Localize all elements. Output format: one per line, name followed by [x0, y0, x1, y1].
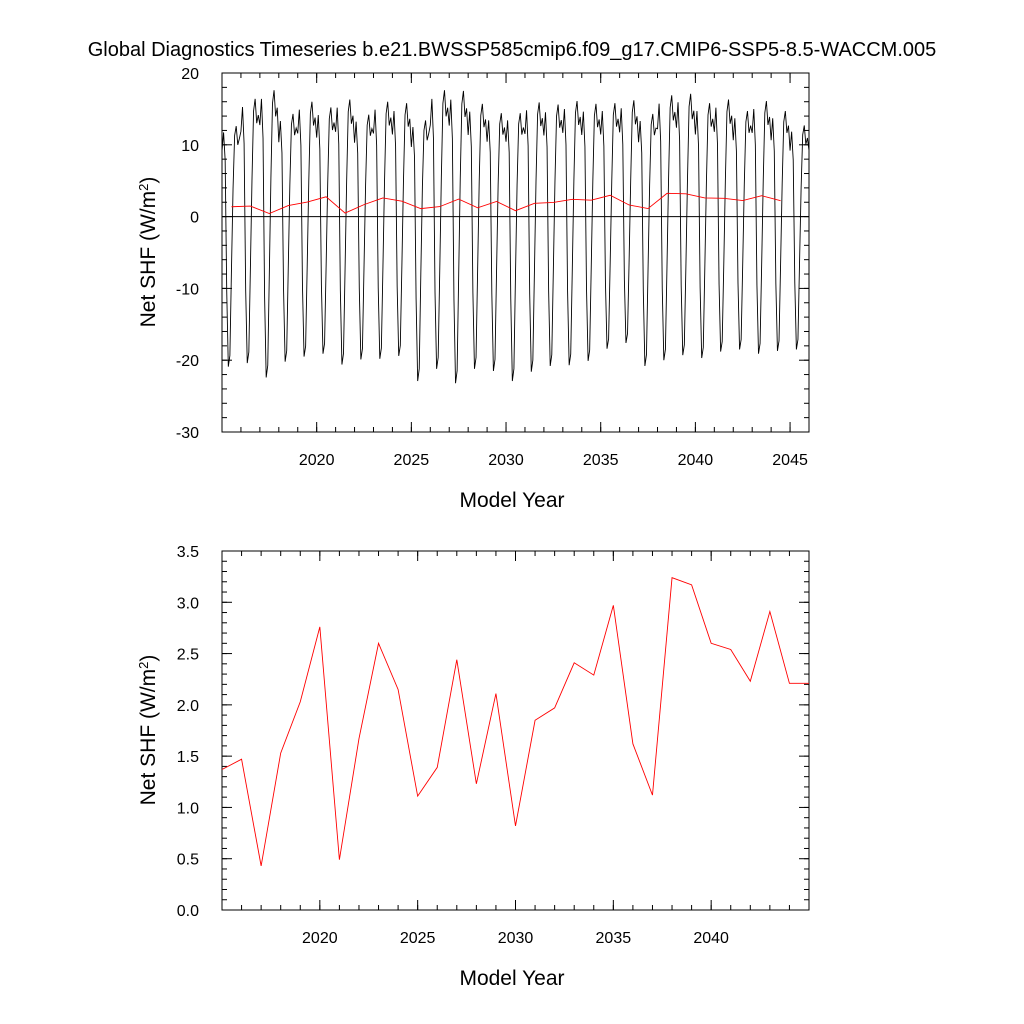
top-y-tick-label: -30	[176, 425, 199, 442]
bottom-y-tick-label: 0.5	[177, 852, 199, 869]
bottom-x-tick-label: 2030	[498, 930, 534, 947]
top-y-tick-label: -10	[176, 281, 199, 298]
top-panel: 2020 2025 2030 2035 2040 2045 20 10 0 -10 -20 -30 M…	[136, 66, 810, 512]
bottom-y-axis-label-close: )	[137, 655, 160, 662]
bottom-y-tick-label: 0.0	[177, 903, 199, 920]
top-x-axis-label: Model Year	[459, 489, 564, 512]
bottom-series-group	[221, 577, 810, 866]
bottom-y-tick-label: 2.5	[177, 647, 199, 664]
top-plot-frame	[221, 72, 810, 433]
top-y-tick-label: 10	[181, 138, 199, 155]
top-y-axis-label: Net SHF (W/m2)	[136, 177, 161, 328]
bottom-x-tick-label: 2040	[693, 930, 729, 947]
bottom-y-tick-label: 3.0	[177, 595, 199, 612]
bottom-y-axis-label: Net SHF (W/m2)	[136, 655, 161, 806]
bottom-panel: 2020 2025 2030 2035 2040 3.5 3.0 2.5 2.0 1.5 1.0 0.…	[136, 544, 810, 990]
top-y-axis-label-main: Net SHF (W/m	[137, 191, 160, 328]
bottom-y-tick-label: 1.5	[177, 749, 199, 766]
top-x-tick-label: 2040	[678, 452, 714, 469]
top-y-tick-label: -20	[176, 353, 199, 370]
bottom-x-axis-label: Model Year	[459, 967, 564, 990]
bottom-y-tick-label: 1.0	[177, 800, 199, 817]
top-series-line-1	[231, 192, 781, 214]
chart-title: Global Diagnostics Timeseries b.e21.BWSS…	[88, 39, 937, 61]
top-x-tick-label: 2025	[394, 452, 430, 469]
bottom-series-line-0	[221, 577, 809, 866]
top-x-tick-label: 2030	[488, 452, 524, 469]
top-series-group	[221, 90, 810, 384]
bottom-ticks: 2020 2025 2030 2035 2040 3.5 3.0 2.5 2.0 1.5 1.0 0.…	[177, 544, 810, 947]
top-y-axis-label-close: )	[137, 177, 160, 184]
bottom-y-tick-label: 2.0	[177, 698, 199, 715]
bottom-plot-frame	[221, 550, 810, 911]
bottom-y-axis-label-sup: 2	[136, 662, 151, 669]
bottom-y-tick-label: 3.5	[177, 544, 199, 561]
top-series-line-0	[221, 90, 810, 384]
bottom-x-tick-label: 2020	[302, 930, 338, 947]
bottom-x-tick-label: 2035	[596, 930, 632, 947]
top-x-tick-label: 2045	[772, 452, 808, 469]
top-y-tick-label: 0	[190, 210, 199, 227]
bottom-x-tick-label: 2025	[400, 930, 436, 947]
top-y-axis-label-sup: 2	[136, 184, 151, 191]
bottom-y-axis-label-main: Net SHF (W/m	[137, 669, 160, 806]
top-x-tick-label: 2020	[299, 452, 335, 469]
top-y-tick-label: 20	[181, 66, 199, 83]
top-x-tick-label: 2035	[583, 452, 619, 469]
